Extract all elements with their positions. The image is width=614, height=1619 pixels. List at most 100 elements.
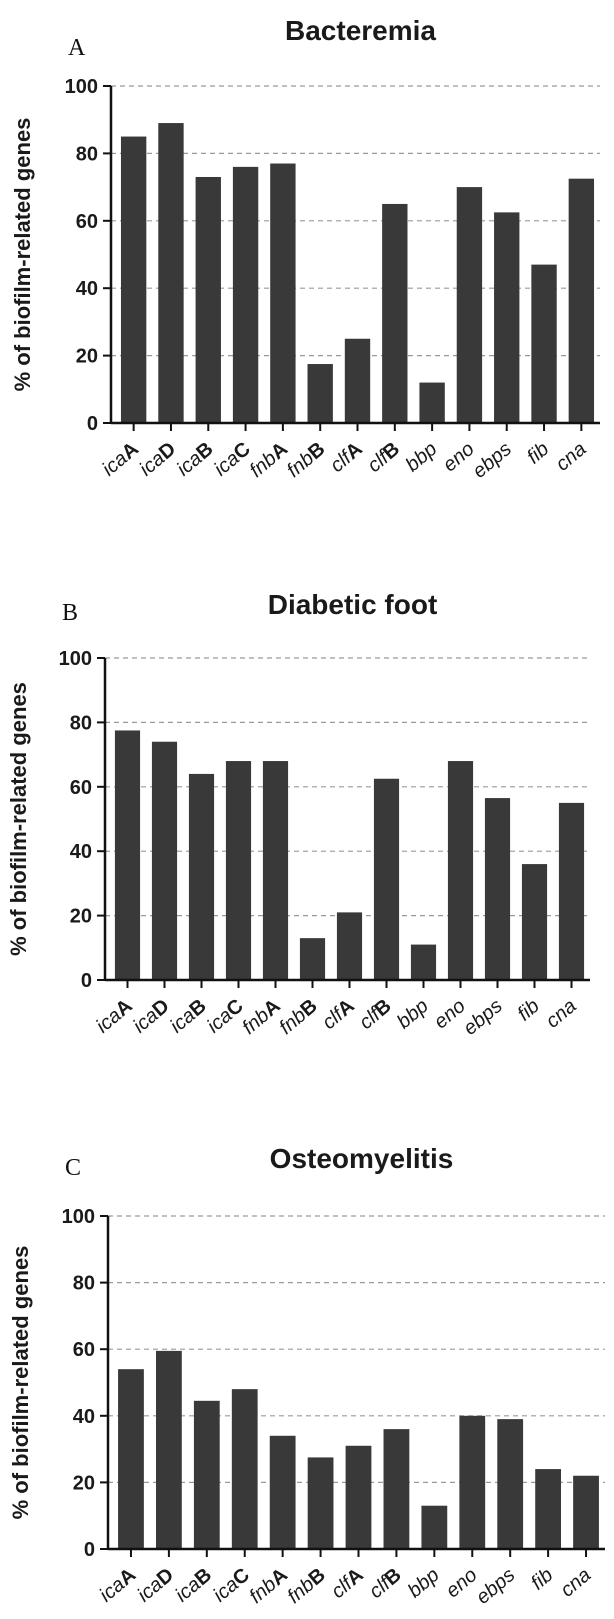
x-tick-label: clfB [363,438,404,477]
chart-panel-a: A Bacteremia % of biofilm-related genes 0 20… [10,15,600,483]
y-tick-label: 40 [73,1406,95,1428]
y-tick-label: 60 [76,211,98,233]
bar-icaa [120,136,147,424]
bar-fib [531,264,557,423]
x-tick-label: fib [523,438,553,468]
x-tick-label: icaC [203,995,248,1038]
x-tick-label: clfB [355,995,396,1034]
x-tick-label: icaD [133,1564,178,1607]
x-tick-label: icaC [210,438,255,481]
x-tick-label: cna [552,438,591,476]
x-tick-label: icaA [98,438,143,481]
x-tick-label: cna [542,995,581,1033]
y-tick-label: 100 [59,648,92,670]
bar-cna [573,1475,599,1549]
bar-clfa [336,912,363,980]
chart-panel-c: C Osteomyelitis % of biofilm-related genes… [8,1143,605,1609]
bar-bbp [410,944,437,980]
x-tick-label: icaB [166,995,211,1038]
chart-title: Diabetic foot [268,589,438,620]
panel-letter: A [68,35,86,61]
y-tick-label: 80 [73,1273,95,1295]
x-tick-label: fib [527,1564,557,1594]
bar-clfa [344,338,371,423]
x-tick-label: fnbA [238,995,285,1039]
x-tick-label: icaD [129,995,174,1038]
x-tick-label: icaA [92,995,137,1038]
y-tick-label: 80 [70,712,92,734]
x-tick-label: clfA [326,438,367,477]
y-tick-label: 60 [73,1339,95,1361]
bar-icad [155,1350,182,1549]
bar-fnba [262,761,289,980]
bar-fnbb [307,364,333,423]
bar-ebps [484,798,511,980]
bar-eno [459,1415,486,1549]
y-tick-label: 60 [70,777,92,799]
x-tick-label: ebps [472,1564,519,1609]
chart-title: Bacteremia [285,15,436,46]
bar-cna [558,802,585,980]
y-tick-label: 20 [76,346,98,368]
x-tick-label: icaB [173,438,218,481]
bar-icad [151,741,178,980]
chart-title: Osteomyelitis [270,1143,454,1174]
bar-icaa [118,1369,144,1549]
x-tick-label: bbp [402,438,442,476]
y-tick-label: 100 [65,76,98,98]
panel-letter: C [65,1155,81,1181]
panel-letter: B [62,600,78,626]
x-tick-label: clfA [318,995,359,1034]
bar-fnbb [299,938,326,980]
x-tick-label: fib [513,995,543,1025]
x-tick-label: icaC [209,1564,254,1607]
x-tick-label: fnbA [246,438,293,482]
bar-icac [225,761,252,980]
bar-clfb [373,778,400,980]
x-tick-label: bbp [393,995,433,1033]
y-axis-label: % of biofilm-related genes [8,1246,33,1520]
bar-clfa [345,1445,372,1549]
y-tick-label: 80 [76,143,98,165]
bar-icab [193,1400,220,1549]
bar-icad [158,123,184,423]
x-tick-label: clfB [365,1564,406,1603]
y-tick-label: 0 [87,413,98,435]
bar-cna [568,178,595,423]
y-axis-label: % of biofilm-related genes [6,682,31,956]
y-tick-label: 40 [70,841,92,863]
bar-fib [521,864,548,980]
x-tick-label: bbp [404,1564,444,1602]
x-tick-label: fnbB [283,438,330,482]
bar-icab [195,176,221,423]
x-tick-label: cna [556,1564,595,1602]
bar-icaa [114,730,141,980]
bar-clfb [382,203,408,423]
bar-fib [535,1469,562,1549]
y-tick-label: 40 [76,278,98,300]
bar-eno [456,187,483,423]
bar-bbp [421,1505,448,1549]
x-tick-label: fnbB [275,995,322,1039]
y-tick-label: 20 [73,1472,95,1494]
bar-ebps [494,212,520,423]
x-tick-label: icaD [135,438,180,481]
x-tick-label: fnbB [283,1564,330,1608]
x-tick-label: icaB [171,1564,216,1607]
bar-fnba [269,1435,296,1549]
bar-fnbb [307,1457,334,1549]
bar-ebps [497,1419,524,1549]
y-tick-label: 100 [62,1206,95,1228]
bar-icac [232,166,259,423]
x-tick-label: ebps [459,995,506,1040]
bar-icab [188,773,215,980]
bar-fnba [270,163,296,423]
bar-eno [447,761,474,980]
bar-clfb [383,1429,410,1549]
x-tick-label: fnbA [245,1564,292,1608]
bar-bbp [419,382,445,423]
x-tick-label: ebps [469,438,516,483]
y-tick-label: 20 [70,906,92,928]
y-tick-label: 0 [84,1539,95,1561]
